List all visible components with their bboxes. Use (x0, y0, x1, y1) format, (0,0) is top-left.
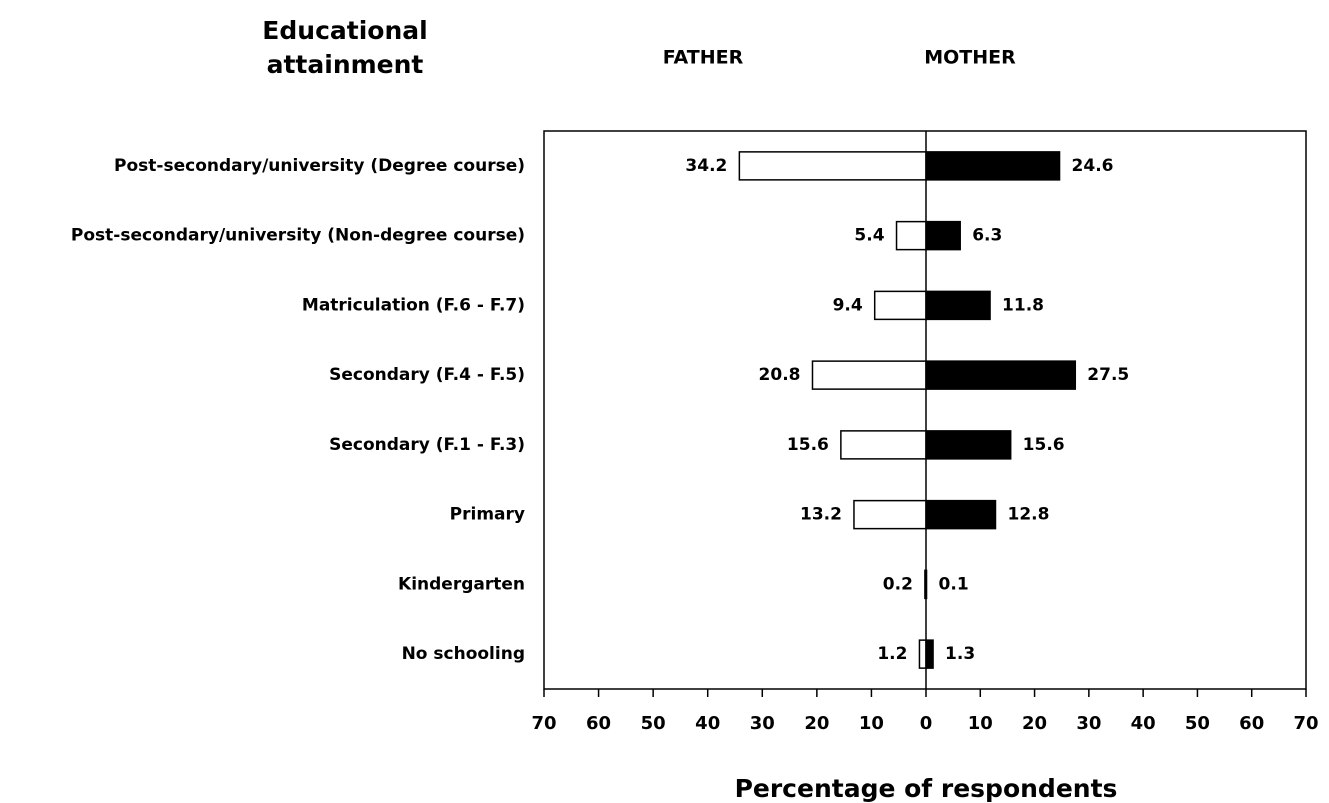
bar (840, 430, 927, 460)
value-label: 1.2 (877, 644, 907, 664)
x-tick-label: 20 (1022, 713, 1047, 734)
bar (925, 569, 928, 600)
value-label: 6.3 (972, 226, 1002, 246)
mother-title: MOTHER (924, 47, 1016, 69)
category-label: Kindergarten (398, 574, 525, 594)
x-tick-label: 50 (1185, 713, 1210, 734)
x-tick-label: 60 (586, 713, 611, 734)
category-label: Matriculation (F.6 - F.7) (302, 295, 525, 315)
value-label: 0.2 (883, 574, 913, 594)
value-label: 15.6 (787, 435, 829, 455)
bar (925, 639, 934, 669)
x-axis-title: Percentage of respondents (735, 774, 1118, 803)
category-label: Primary (450, 505, 525, 525)
value-label: 13.2 (800, 505, 842, 525)
plot-frame (543, 130, 1307, 690)
x-tick-label: 50 (641, 713, 666, 734)
bar (738, 151, 927, 181)
x-tick-label: 30 (750, 713, 775, 734)
value-label: 20.8 (759, 365, 801, 385)
category-label: Secondary (F.1 - F.3) (329, 435, 525, 455)
x-tick-label: 30 (1076, 713, 1101, 734)
bar (925, 430, 1012, 460)
x-tick-label: 70 (531, 713, 556, 734)
bar (925, 290, 991, 321)
category-label: Post-secondary/university (Non-degree co… (71, 226, 525, 246)
value-label: 27.5 (1087, 365, 1129, 385)
value-label: 34.2 (685, 156, 727, 176)
father-title: FATHER (663, 47, 744, 69)
value-label: 0.1 (939, 574, 969, 594)
category-label: Secondary (F.4 - F.5) (329, 365, 525, 385)
value-label: 5.4 (854, 226, 884, 246)
x-tick-label: 10 (859, 713, 884, 734)
bar (925, 220, 961, 251)
bar (873, 290, 927, 321)
bar (853, 499, 927, 530)
x-tick-label: 70 (1293, 713, 1318, 734)
x-tick-label: 40 (1131, 713, 1156, 734)
value-label: 24.6 (1072, 156, 1114, 176)
bar (925, 499, 997, 530)
bar (811, 360, 927, 390)
x-tick-label: 20 (804, 713, 829, 734)
x-tick-label: 40 (695, 713, 720, 734)
category-label: Post-secondary/university (Degree course… (114, 156, 525, 176)
category-label: No schooling (402, 644, 525, 664)
value-label: 11.8 (1002, 295, 1044, 315)
value-label: 12.8 (1007, 505, 1049, 525)
value-label: 1.3 (945, 644, 975, 664)
value-label: 9.4 (833, 295, 863, 315)
bar (918, 639, 927, 669)
value-label: 15.6 (1023, 435, 1065, 455)
bar (925, 360, 1077, 390)
bar (925, 151, 1061, 181)
x-tick-label: 0 (920, 713, 933, 734)
x-tick-label: 60 (1239, 713, 1264, 734)
x-tick-label: 10 (968, 713, 993, 734)
y-axis-title: Educational attainment (262, 16, 428, 79)
bar (895, 220, 927, 251)
